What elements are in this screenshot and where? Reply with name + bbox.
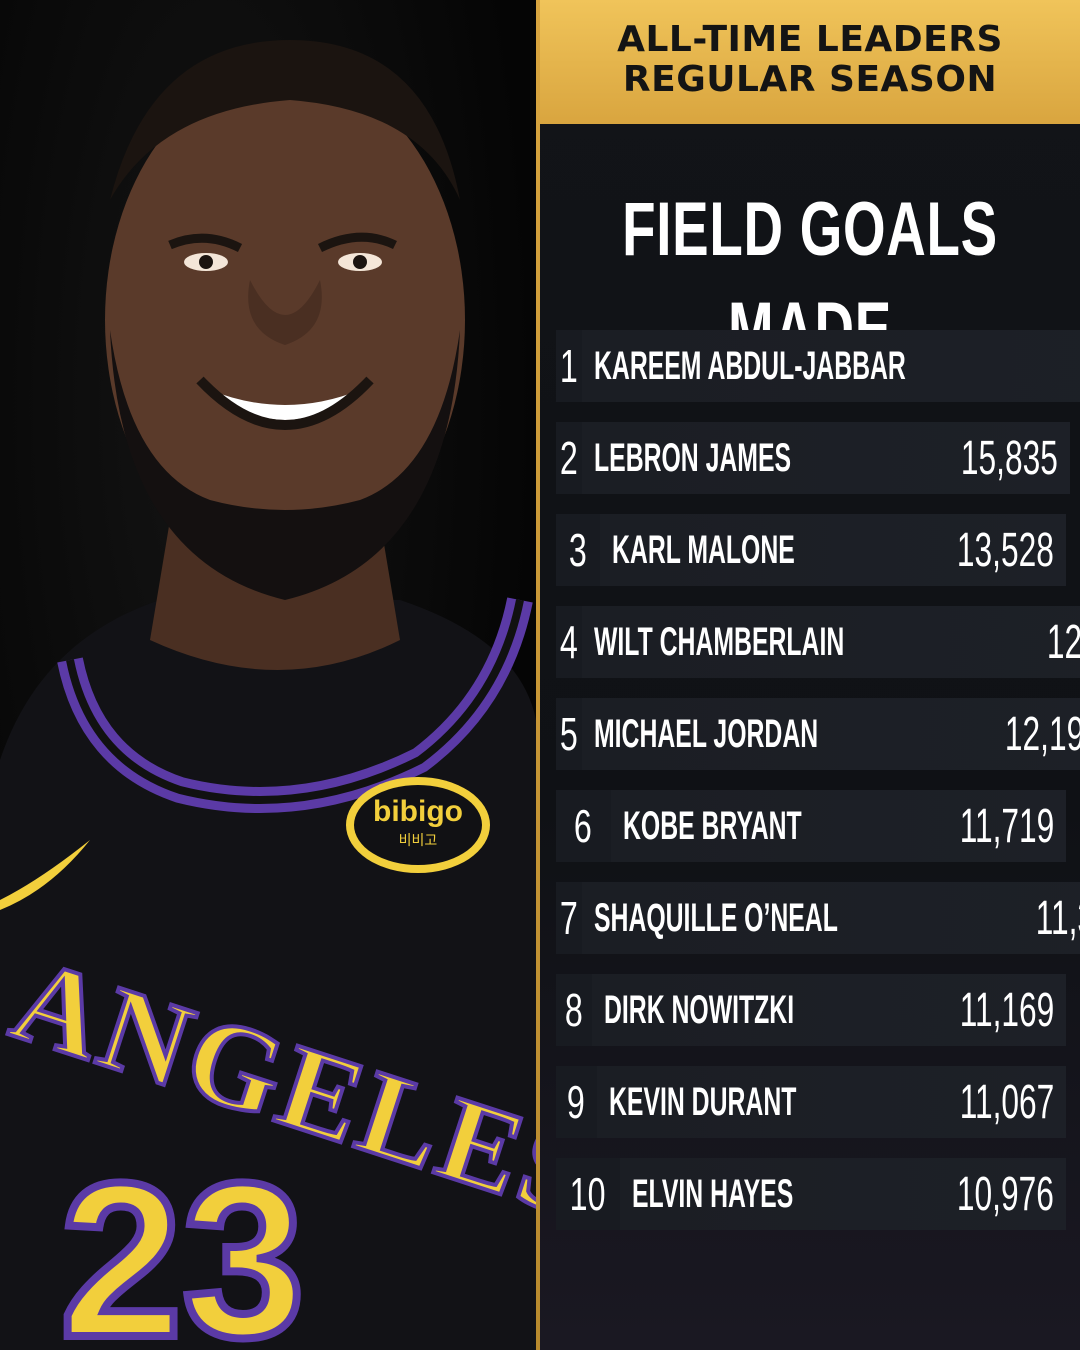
player-cell: KARL MALONE 13,528 [600,514,1066,586]
leader-row: 8 DIRK NOWITZKI 11,169 [556,974,1066,1046]
leader-row: 10 ELVIN HAYES 10,976 [556,1158,1066,1230]
rank-cell: 7 [556,882,582,954]
leader-row: 4 WILT CHAMBERLAIN 12,681 [556,606,1080,678]
player-cell: KOBE BRYANT 11,719 [610,790,1066,862]
stat-value: 10,976 [957,1167,1054,1221]
player-name: MICHAEL JORDAN [593,711,818,756]
sponsor-patch-label: bibigo [373,795,463,828]
stat-value: 11,719 [959,799,1054,853]
leader-row: 9 KEVIN DURANT 11,067 [556,1066,1066,1138]
rank-cell: 3 [556,514,601,586]
player-illustration [0,40,536,1350]
rank-cell: 6 [556,790,611,862]
sponsor-patch-text: bibigo [346,796,490,828]
player-cell: MICHAEL JORDAN 12,192 [581,698,1080,770]
rank-cell: 8 [556,974,593,1046]
rank-cell: 9 [556,1066,597,1138]
jersey-number-text: 23 [56,1137,309,1350]
rank-cell: 10 [556,1158,620,1230]
gold-divider [536,0,540,1350]
banner-title: ALL-TIME LEADERS [617,19,1003,60]
stat-value: 15,835 [961,431,1059,485]
banner: ALL-TIME LEADERS REGULAR SEASON [540,0,1080,124]
player-name: DIRK NOWITZKI [604,987,795,1032]
stat-value: 13,528 [957,523,1054,577]
rank-cell: 1 [556,330,582,402]
player-name: SHAQUILLE O’NEAL [593,895,838,940]
leaders-panel: ALL-TIME LEADERS REGULAR SEASON FIELD GO… [540,0,1080,1350]
player-name: LEBRON JAMES [593,435,791,480]
rank-number: 5 [559,708,578,760]
player-cell: SHAQUILLE O’NEAL 11,330 [581,882,1080,954]
player-name: KARL MALONE [612,527,796,572]
player-name: WILT CHAMBERLAIN [593,619,844,664]
stat-value: 11,169 [959,983,1054,1037]
rank-number: 1 [559,340,578,392]
banner-subtitle: REGULAR SEASON [622,59,998,100]
leader-row: 2 LEBRON JAMES 15,835 [556,422,1071,494]
rank-cell: 5 [556,698,582,770]
leader-row: 6 KOBE BRYANT 11,719 [556,790,1066,862]
rank-number: 2 [559,432,578,484]
player-cell: ELVIN HAYES 10,976 [620,1158,1066,1230]
rank-number: 8 [565,984,584,1036]
rank-number: 3 [569,524,588,576]
stat-value: 11,067 [959,1075,1054,1129]
player-name: KAREEM ABDUL-JABBAR [593,343,906,388]
player-cell: LEBRON JAMES 15,835 [581,422,1071,494]
rank-cell: 4 [556,606,582,678]
rank-number: 10 [570,1168,606,1220]
player-cell: DIRK NOWITZKI 11,169 [592,974,1066,1046]
stat-value: 12,681 [1047,615,1080,669]
stat-value: 12,192 [1005,707,1080,761]
player-name: ELVIN HAYES [632,1171,794,1216]
player-photo: bibigo 비비고 ANGELES 23 [0,0,536,1350]
sponsor-patch-sublabel: 비비고 [398,833,438,849]
leader-row: 7 SHAQUILLE O’NEAL 11,330 [556,882,1080,954]
player-cell: KAREEM ABDUL-JABBAR15,837 [581,330,1080,402]
rank-number: 7 [559,892,578,944]
player-name: KEVIN DURANT [608,1079,796,1124]
player-name: KOBE BRYANT [622,803,802,848]
rank-number: 6 [574,800,593,852]
leader-row: 3 KARL MALONE 13,528 [556,514,1066,586]
rank-number: 4 [559,616,578,668]
player-cell: KEVIN DURANT 11,067 [596,1066,1066,1138]
rank-cell: 2 [556,422,582,494]
stat-value: 11,330 [1035,891,1080,945]
rank-number: 9 [567,1076,586,1128]
player-cell: WILT CHAMBERLAIN 12,681 [581,606,1080,678]
leader-row: 5 MICHAEL JORDAN 12,192 [556,698,1080,770]
sponsor-patch-subtext: 비비고 [346,830,490,850]
jersey-number: 23 [56,1146,309,1350]
